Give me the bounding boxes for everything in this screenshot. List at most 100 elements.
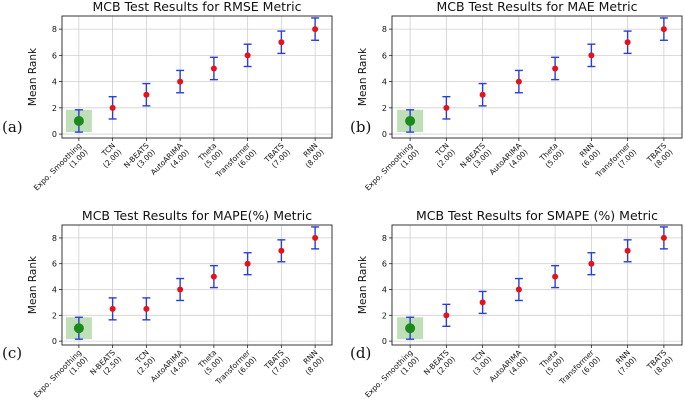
y-tick-label: 4 <box>382 78 387 87</box>
y-tick-label: 2 <box>52 311 57 320</box>
chart-title: MCB Test Results for SMAPE (%) Metric <box>416 208 658 223</box>
x-tick-label: Theta(5.00) <box>537 348 566 377</box>
x-tick-label: AutoARIMA(4.00) <box>149 347 192 390</box>
data-point <box>312 26 319 33</box>
data-point <box>443 312 450 319</box>
y-tick-label: 0 <box>382 130 387 139</box>
chart-svg: MCB Test Results for RMSE Metric Mean Ran… <box>27 0 333 199</box>
y-tick-label: 0 <box>52 130 57 139</box>
y-tick-label: 6 <box>382 51 387 60</box>
plot-frame <box>391 15 683 139</box>
x-tick-label: RNN(6.00) <box>573 141 602 170</box>
data-point <box>244 260 251 267</box>
x-tick-label: N-BEATS(2.50) <box>88 348 123 383</box>
data-point <box>515 286 522 293</box>
y-tick-label: 2 <box>382 104 387 113</box>
chart-svg: MCB Test Results for MAE Metric Mean Rank… <box>357 0 683 192</box>
x-tick-label: Transformer(6.00) <box>557 347 603 393</box>
plot-frame <box>61 224 333 346</box>
x-tick-label: Expo. Smoothing(1.00) <box>363 348 421 406</box>
x-tick-label: TBATS(8.00) <box>645 348 675 378</box>
y-tick-label: 6 <box>382 260 387 269</box>
data-point <box>143 91 150 98</box>
x-tick-label: RNN(8.00) <box>297 141 326 170</box>
y-axis-label: Mean Rank <box>27 255 39 314</box>
x-tick-label: N-BEATS(2.00) <box>422 348 457 383</box>
y-tick-label: 0 <box>382 337 387 346</box>
data-point <box>479 299 486 306</box>
chart-svg: MCB Test Results for MAPE(%) Metric Mean … <box>27 208 333 406</box>
chart-panel: (a) MCB Test Results for RMSE Metric Mean … <box>0 0 343 203</box>
plot-frame <box>61 15 333 139</box>
best-data-point <box>73 323 84 334</box>
x-tick-label: TBATS(7.00) <box>262 348 292 378</box>
chart-panel: (b) MCB Test Results for MAE Metric Mean R… <box>342 0 685 203</box>
y-tick-label: 4 <box>52 286 57 295</box>
plot-frame <box>391 224 683 346</box>
x-tick-label: AutoARIMA(4.00) <box>488 347 531 390</box>
data-point <box>624 247 631 254</box>
data-point <box>143 305 150 312</box>
data-point <box>278 39 285 46</box>
chart-title: MCB Test Results for MAPE(%) Metric <box>82 208 312 223</box>
chart-svg: MCB Test Results for SMAPE (%) Metric Mea… <box>357 208 683 406</box>
y-tick-label: 8 <box>382 25 387 34</box>
y-tick-label: 4 <box>382 286 387 295</box>
chart-title: MCB Test Results for RMSE Metric <box>92 0 301 14</box>
y-tick-label: 8 <box>52 25 57 34</box>
x-tick-label: AutoARIMA(4.00) <box>149 140 192 183</box>
data-point <box>109 305 116 312</box>
y-tick-label: 6 <box>52 260 57 269</box>
best-data-point <box>405 323 416 334</box>
data-point <box>588 52 595 59</box>
panel-label: (b) <box>350 118 372 136</box>
data-point <box>278 247 285 254</box>
data-point <box>660 234 667 241</box>
chart-title: MCB Test Results for MAE Metric <box>437 0 638 14</box>
y-tick-label: 2 <box>382 311 387 320</box>
data-point <box>177 286 184 293</box>
data-point <box>312 234 319 241</box>
data-point <box>479 91 486 98</box>
best-data-point <box>73 115 84 126</box>
y-tick-label: 0 <box>52 337 57 346</box>
data-point <box>660 26 667 33</box>
y-tick-label: 6 <box>52 51 57 60</box>
y-tick-label: 8 <box>52 234 57 243</box>
data-point <box>515 78 522 85</box>
x-tick-label: Transformer(6.00) <box>213 140 259 186</box>
chart-panel: (c) MCB Test Results for MAPE(%) Metric Me… <box>0 206 343 409</box>
data-point <box>244 52 251 59</box>
x-tick-label: TCN(2.00) <box>428 141 457 170</box>
data-point <box>624 39 631 46</box>
x-tick-label: Expo. Smoothing(1.00) <box>32 348 90 406</box>
x-tick-label: TBATS(8.00) <box>645 141 675 171</box>
x-tick-label: TCN(3.00) <box>465 348 494 377</box>
data-point <box>552 65 559 72</box>
y-axis-label: Mean Rank <box>357 47 369 106</box>
x-tick-label: TBATS(7.00) <box>262 141 292 171</box>
best-data-point <box>405 115 416 126</box>
data-point <box>210 65 217 72</box>
panel-label: (a) <box>2 118 23 136</box>
y-tick-label: 2 <box>52 104 57 113</box>
y-tick-label: 4 <box>52 78 57 87</box>
panel-label: (c) <box>2 344 23 362</box>
y-axis-label: Mean Rank <box>27 47 39 106</box>
x-tick-label: AutoARIMA(4.00) <box>488 140 531 183</box>
x-tick-label: Transformer(6.00) <box>213 347 259 393</box>
data-point <box>109 104 116 111</box>
data-point <box>443 104 450 111</box>
y-axis-label: Mean Rank <box>357 255 369 314</box>
x-tick-label: RNN(7.00) <box>610 348 639 377</box>
x-tick-label: TCN(2.00) <box>95 141 124 170</box>
y-tick-label: 8 <box>382 234 387 243</box>
data-point <box>177 78 184 85</box>
x-tick-label: Expo. Smoothing(1.00) <box>32 141 90 199</box>
chart-panel: (d) MCB Test Results for SMAPE (%) Metric… <box>342 206 685 409</box>
data-point <box>210 273 217 280</box>
x-tick-label: Theta(5.00) <box>537 141 566 170</box>
data-point <box>552 273 559 280</box>
x-tick-label: Transformer(7.00) <box>593 140 639 186</box>
